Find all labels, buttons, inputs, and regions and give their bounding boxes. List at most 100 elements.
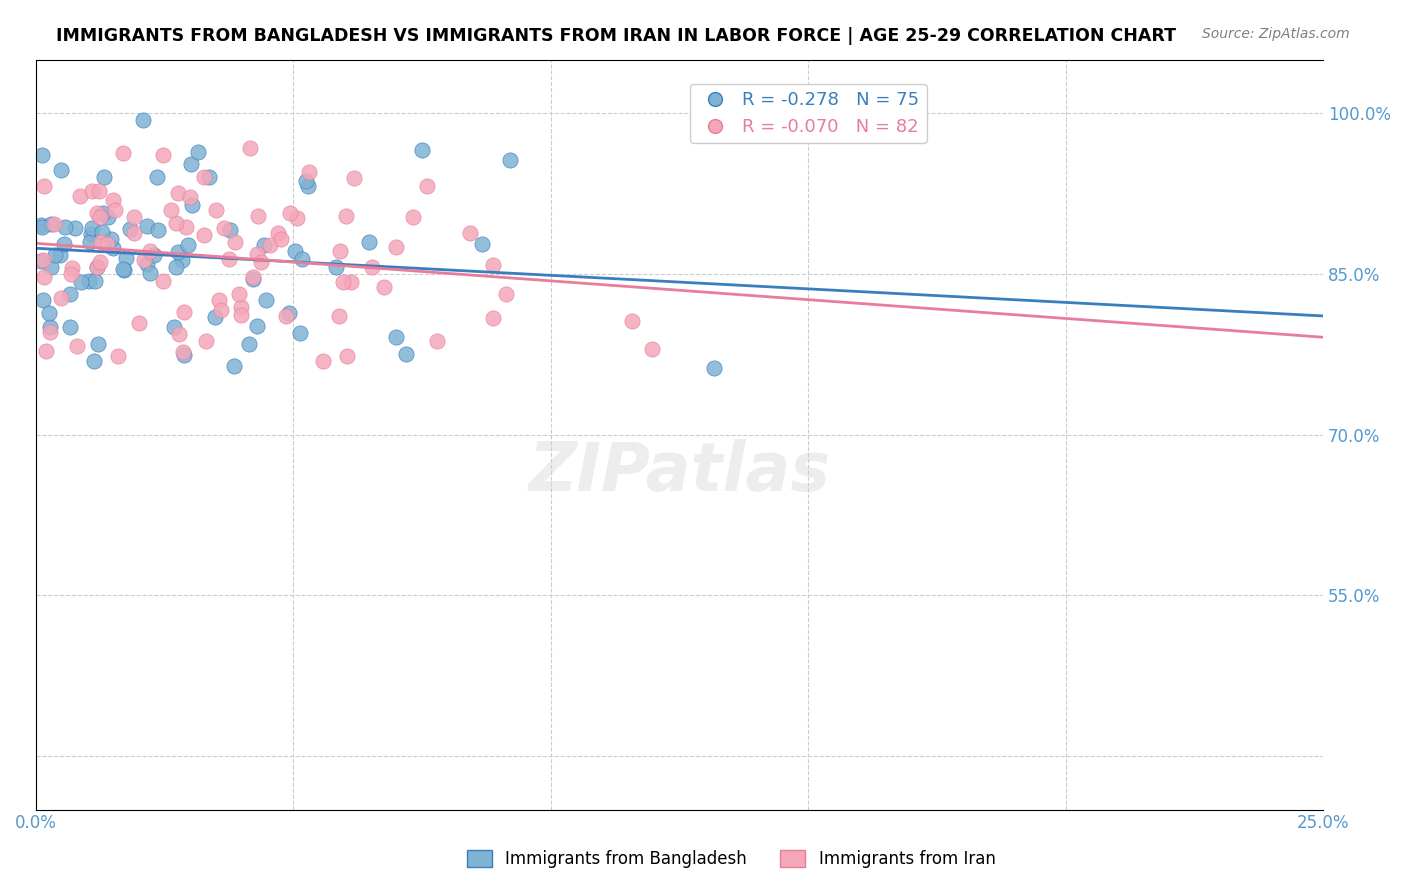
Text: IMMIGRANTS FROM BANGLADESH VS IMMIGRANTS FROM IRAN IN LABOR FORCE | AGE 25-29 CO: IMMIGRANTS FROM BANGLADESH VS IMMIGRANTS… (56, 27, 1177, 45)
Immigrants from Bangladesh (177, 237, 200, 252)
Immigrants from Bangladesh (238, 337, 260, 351)
Immigrants from Iran (176, 220, 198, 235)
Immigrants from Iran (246, 247, 269, 261)
Immigrants from Bangladesh (411, 143, 433, 157)
Immigrants from Bangladesh (86, 260, 108, 274)
Immigrants from Iran (166, 186, 188, 200)
Immigrants from Bangladesh (290, 326, 312, 341)
Immigrants from Iran (231, 300, 253, 314)
Immigrants from Bangladesh (112, 262, 135, 277)
Immigrants from Bangladesh (173, 348, 195, 362)
Immigrants from Bangladesh (131, 112, 153, 127)
Immigrants from Bangladesh (97, 210, 120, 224)
Immigrants from Bangladesh (277, 306, 299, 320)
Immigrants from Bangladesh (703, 360, 725, 375)
Immigrants from Iran (87, 184, 110, 198)
Immigrants from Iran (246, 209, 269, 223)
Immigrants from Bangladesh (385, 329, 408, 343)
Immigrants from Iran (89, 210, 111, 224)
Immigrants from Bangladesh (87, 336, 110, 351)
Immigrants from Iran (194, 334, 217, 349)
Immigrants from Bangladesh (394, 347, 416, 361)
Immigrants from Bangladesh (79, 235, 101, 249)
Immigrants from Iran (69, 189, 91, 203)
Immigrants from Iran (35, 344, 58, 359)
Immigrants from Iran (39, 325, 62, 339)
Immigrants from Bangladesh (148, 223, 170, 237)
Immigrants from Iran (332, 275, 354, 289)
Immigrants from Bangladesh (51, 162, 73, 177)
Immigrants from Bangladesh (52, 237, 75, 252)
Immigrants from Iran (231, 309, 253, 323)
Immigrants from Iran (96, 237, 118, 252)
Immigrants from Iran (239, 141, 262, 155)
Immigrants from Bangladesh (139, 266, 162, 280)
Immigrants from Iran (60, 261, 83, 276)
Immigrants from Iran (342, 170, 364, 185)
Text: ZIPatlas: ZIPatlas (529, 439, 831, 505)
Immigrants from Bangladesh (143, 248, 166, 262)
Legend: Immigrants from Bangladesh, Immigrants from Iran: Immigrants from Bangladesh, Immigrants f… (460, 843, 1002, 875)
Immigrants from Iran (298, 165, 321, 179)
Immigrants from Bangladesh (180, 157, 202, 171)
Immigrants from Iran (128, 316, 150, 330)
Immigrants from Iran (122, 210, 145, 224)
Immigrants from Iran (139, 244, 162, 259)
Immigrants from Bangladesh (145, 169, 167, 184)
Immigrants from Iran (111, 145, 134, 160)
Immigrants from Bangladesh (59, 286, 82, 301)
Immigrants from Bangladesh (187, 145, 209, 160)
Immigrants from Iran (224, 235, 246, 249)
Immigrants from Iran (65, 339, 87, 353)
Immigrants from Iran (172, 345, 194, 359)
Immigrants from Iran (482, 310, 505, 325)
Immigrants from Bangladesh (181, 198, 204, 212)
Immigrants from Iran (373, 280, 395, 294)
Immigrants from Iran (173, 304, 195, 318)
Immigrants from Iran (270, 232, 292, 246)
Immigrants from Bangladesh (254, 293, 277, 307)
Immigrants from Bangladesh (30, 218, 52, 232)
Immigrants from Bangladesh (93, 170, 115, 185)
Immigrants from Iran (104, 203, 127, 218)
Immigrants from Iran (193, 169, 215, 184)
Immigrants from Iran (179, 190, 201, 204)
Immigrants from Bangladesh (167, 244, 190, 259)
Immigrants from Iran (160, 203, 183, 218)
Immigrants from Iran (641, 342, 664, 356)
Immigrants from Bangladesh (48, 248, 70, 262)
Immigrants from Iran (82, 184, 104, 198)
Immigrants from Bangladesh (172, 253, 194, 268)
Immigrants from Iran (339, 275, 361, 289)
Immigrants from Iran (329, 244, 352, 258)
Immigrants from Bangladesh (84, 274, 107, 288)
Immigrants from Bangladesh (295, 174, 318, 188)
Immigrants from Iran (32, 253, 55, 268)
Immigrants from Bangladesh (32, 293, 55, 308)
Immigrants from Bangladesh (198, 169, 221, 184)
Immigrants from Iran (285, 211, 308, 225)
Immigrants from Bangladesh (204, 310, 226, 325)
Immigrants from Iran (152, 147, 174, 161)
Immigrants from Iran (209, 303, 232, 318)
Immigrants from Iran (124, 226, 146, 240)
Immigrants from Iran (311, 354, 333, 368)
Immigrants from Bangladesh (242, 272, 264, 286)
Immigrants from Iran (259, 238, 281, 252)
Immigrants from Bangladesh (31, 219, 53, 234)
Immigrants from Bangladesh (357, 235, 380, 250)
Immigrants from Bangladesh (246, 319, 269, 334)
Immigrants from Bangladesh (163, 320, 186, 334)
Immigrants from Iran (426, 334, 449, 348)
Immigrants from Iran (212, 221, 235, 235)
Immigrants from Iran (402, 210, 425, 224)
Immigrants from Iran (51, 292, 73, 306)
Immigrants from Iran (42, 217, 65, 231)
Immigrants from Bangladesh (39, 260, 62, 274)
Immigrants from Iran (335, 349, 357, 363)
Immigrants from Bangladesh (222, 359, 245, 374)
Immigrants from Iran (482, 258, 505, 272)
Immigrants from Iran (228, 286, 250, 301)
Immigrants from Iran (193, 228, 215, 243)
Legend: R = -0.278   N = 75, R = -0.070   N = 82: R = -0.278 N = 75, R = -0.070 N = 82 (690, 84, 927, 143)
